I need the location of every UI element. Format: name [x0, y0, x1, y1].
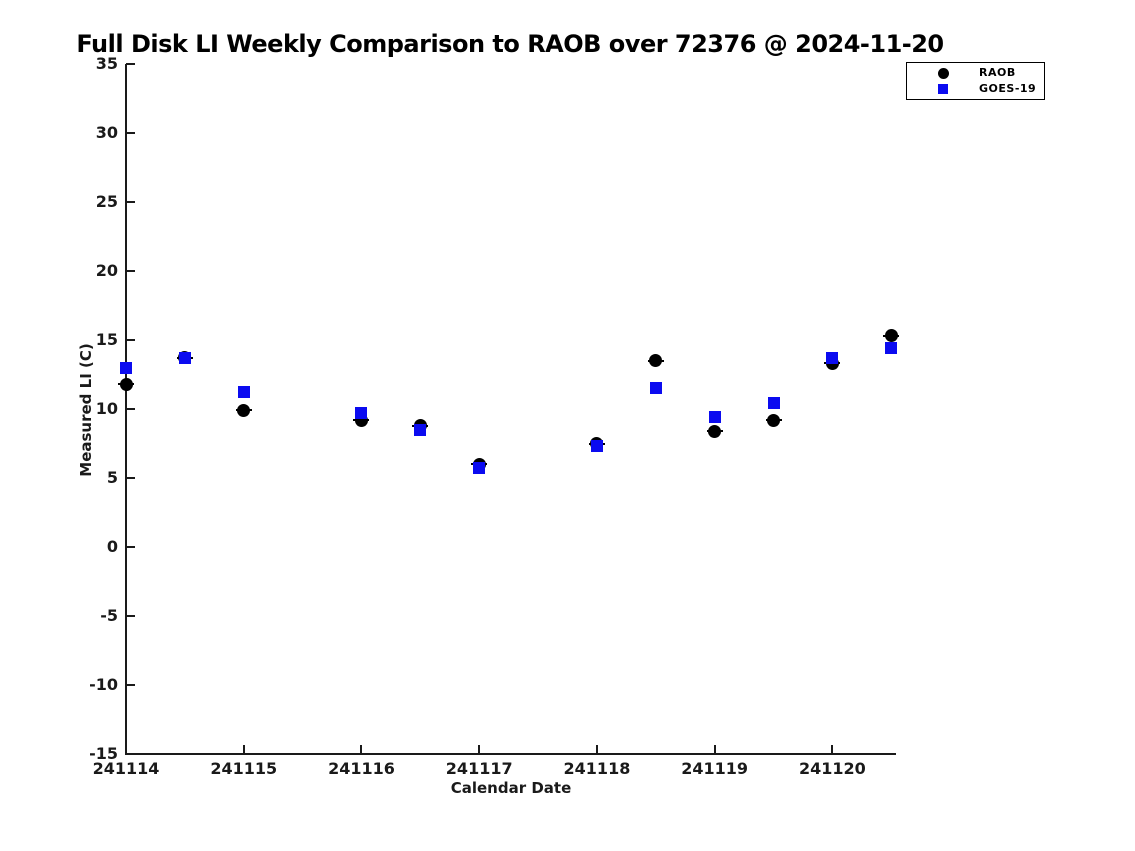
x-axis-title: Calendar Date: [450, 779, 572, 797]
x-tick-label: 241118: [563, 759, 631, 778]
x-tick-mark: [478, 745, 481, 754]
x-tick-mark: [713, 745, 716, 754]
x-tick-mark: [125, 745, 127, 754]
x-axis-line: [125, 753, 896, 755]
data-point-goes19: [120, 361, 132, 374]
x-tick-label: 241119: [681, 759, 749, 778]
data-point-raob: [119, 377, 133, 391]
data-point-goes19: [414, 423, 427, 436]
y-tick-label: -5: [100, 606, 118, 625]
y-tick-label: -15: [89, 744, 118, 763]
x-tick-label: 241115: [210, 759, 278, 778]
data-point-raob: [237, 403, 251, 417]
legend-entry-raob: RAOB: [907, 65, 1044, 81]
y-tick-label: 20: [95, 261, 118, 280]
data-point-goes19: [708, 411, 721, 424]
y-tick-mark: [126, 270, 135, 272]
data-point-goes19: [590, 440, 603, 453]
y-tick-mark: [126, 63, 135, 65]
y-tick-mark: [126, 339, 135, 341]
x-tick-mark: [360, 745, 363, 754]
y-tick-mark: [126, 615, 135, 617]
legend-box: RAOB GOES-19: [906, 62, 1045, 100]
data-point-goes19: [355, 407, 368, 420]
chart-title: Full Disk LI Weekly Comparison to RAOB o…: [76, 30, 944, 58]
x-tick-label: 241120: [799, 759, 866, 778]
data-point-raob: [884, 329, 898, 343]
y-tick-label: 35: [95, 54, 118, 73]
y-tick-label: 10: [95, 399, 118, 418]
data-point-goes19: [885, 342, 898, 355]
x-tick-label: 241116: [328, 759, 395, 778]
x-tick-label: 241117: [445, 759, 513, 778]
data-point-raob: [767, 413, 781, 427]
x-tick-mark: [831, 745, 834, 754]
y-tick-mark: [126, 753, 135, 755]
data-point-goes19: [649, 382, 662, 395]
data-point-raob: [708, 424, 722, 438]
y-tick-mark: [126, 408, 135, 410]
y-tick-mark: [126, 201, 135, 203]
data-point-goes19: [237, 386, 250, 399]
y-tick-label: 15: [95, 330, 118, 349]
y-tick-mark: [126, 132, 135, 134]
y-tick-label: 5: [106, 468, 118, 487]
y-tick-label: -10: [89, 675, 118, 694]
legend-label-raob: RAOB: [979, 66, 1016, 79]
legend-label-goes19: GOES-19: [979, 82, 1037, 95]
data-point-goes19: [826, 351, 839, 364]
data-point-raob: [649, 354, 663, 368]
y-tick-label: 25: [95, 192, 118, 211]
x-tick-mark: [595, 745, 598, 754]
y-tick-label: 0: [106, 537, 118, 556]
raob-circle-marker-icon: [937, 67, 949, 79]
x-tick-mark: [242, 745, 245, 754]
legend-entry-goes19: GOES-19: [907, 81, 1044, 97]
data-point-goes19: [767, 397, 780, 410]
y-tick-mark: [126, 684, 135, 686]
data-point-goes19: [178, 351, 191, 364]
y-tick-mark: [126, 477, 135, 479]
y-tick-mark: [126, 546, 135, 548]
data-point-goes19: [473, 462, 486, 475]
y-tick-label: 30: [95, 123, 118, 142]
x-tick-label: 241114: [92, 759, 160, 778]
goes19-square-marker-icon: [938, 84, 948, 94]
